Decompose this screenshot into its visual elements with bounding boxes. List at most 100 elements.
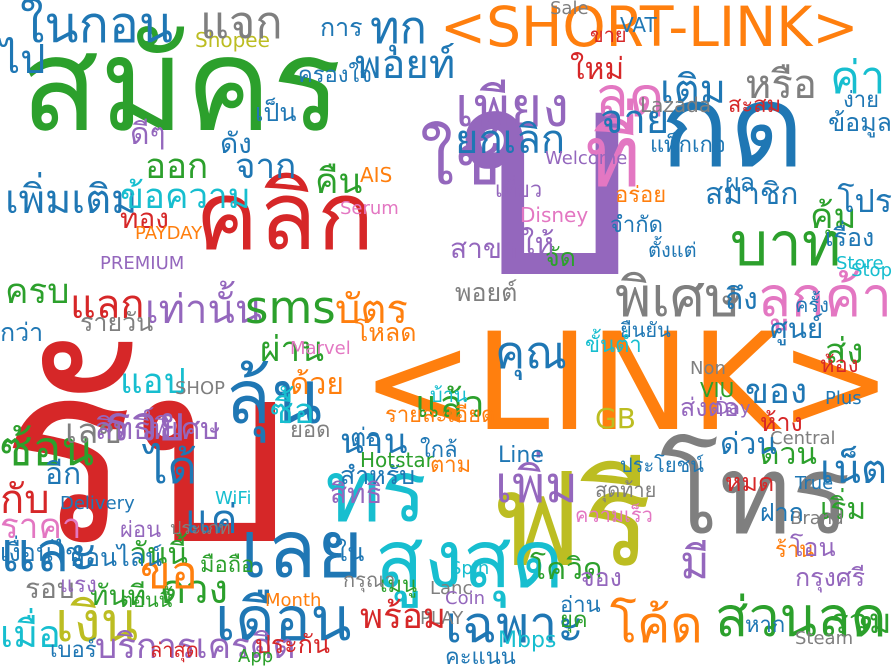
word-87: Line bbox=[498, 443, 544, 468]
word-134: Plus bbox=[825, 388, 862, 409]
word-31: เติม bbox=[660, 67, 727, 113]
word-4: <LINK> bbox=[361, 304, 892, 461]
word-161: เบอร์ bbox=[50, 638, 97, 663]
word-92: Disney bbox=[520, 203, 589, 227]
word-83: พอยต์ bbox=[455, 278, 518, 307]
word-164: แค่ bbox=[185, 497, 238, 543]
word-70: ของ bbox=[745, 372, 808, 412]
word-28: รวม bbox=[830, 602, 892, 642]
word-141: รายละเอียด bbox=[385, 403, 496, 428]
word-131: Delivery bbox=[60, 493, 135, 514]
word-174: ขั้นต่ำ bbox=[585, 333, 642, 358]
word-109: สะสม bbox=[728, 93, 782, 118]
word-20: พิเศษ bbox=[615, 265, 742, 329]
word-1: บ bbox=[455, 6, 640, 343]
word-56: เลข bbox=[65, 412, 123, 452]
word-183: ยุค bbox=[560, 608, 588, 633]
word-102: ใกล้ bbox=[420, 438, 458, 463]
word-123: Coin bbox=[445, 588, 485, 609]
word-171: ประเภท bbox=[170, 518, 231, 539]
word-54: ราคา bbox=[0, 507, 82, 547]
word-118: Brand bbox=[790, 508, 844, 529]
word-15: ลด bbox=[595, 65, 665, 129]
word-168: ตาม bbox=[430, 453, 472, 478]
word-82: สาขา bbox=[450, 232, 518, 265]
word-169: กรุณา bbox=[343, 568, 396, 592]
word-96: เงื่อนไข bbox=[0, 538, 83, 567]
word-12: สูงสุด bbox=[375, 513, 564, 606]
word-145: กรุงศรี bbox=[795, 563, 866, 592]
word-124: Steam bbox=[795, 628, 854, 649]
word-175: ครองใจ bbox=[298, 63, 373, 88]
word-6: คลิก bbox=[195, 162, 375, 272]
word-152: รอบ bbox=[25, 572, 75, 605]
word-95: ไป bbox=[0, 37, 46, 83]
word-150: เมนู bbox=[380, 573, 418, 598]
word-81: ให้ bbox=[520, 227, 555, 262]
word-137: Welcome bbox=[545, 148, 628, 169]
word-63: คะแนน bbox=[445, 645, 516, 669]
word-26: เฉพาะ bbox=[445, 596, 585, 654]
word-167: ใน bbox=[335, 538, 365, 567]
word-121: Month bbox=[265, 590, 322, 611]
word-44: ครบ bbox=[5, 272, 70, 312]
word-128: Marvel bbox=[290, 338, 351, 359]
word-108: ข้อมูล bbox=[828, 108, 892, 137]
word-99: ออนไลน์ bbox=[70, 543, 163, 572]
word-165: แรง bbox=[60, 573, 97, 598]
word-93: ในกอน bbox=[20, 0, 174, 54]
word-172: ยืนยัน bbox=[620, 318, 671, 342]
word-158: ยอด bbox=[290, 418, 331, 443]
word-23: เงิน bbox=[55, 590, 139, 654]
word-85: Shopee bbox=[195, 28, 270, 52]
word-112: VAT bbox=[620, 13, 657, 37]
word-179: ห้าง bbox=[760, 408, 803, 437]
word-151: เรื่อง bbox=[825, 223, 875, 252]
word-77: คุ้ม bbox=[810, 197, 857, 237]
word-170: มือถือ bbox=[200, 553, 255, 578]
word-154: ครั้ง bbox=[795, 293, 829, 317]
word-133: WiFi bbox=[215, 488, 252, 509]
word-148: ฝาก bbox=[760, 498, 804, 527]
word-106: ดัง bbox=[220, 127, 252, 160]
word-48: บัตร bbox=[335, 287, 408, 333]
word-139: สุดท้าย bbox=[595, 478, 657, 502]
word-61: บริการเครดิต bbox=[95, 627, 296, 667]
word-2: สมัคร bbox=[20, 9, 342, 161]
word-89: Mbps bbox=[498, 628, 557, 653]
word-75: ถึง bbox=[725, 282, 758, 317]
word-162: อีก bbox=[45, 457, 82, 492]
word-39: คืน bbox=[315, 162, 363, 202]
word-86: Hotstar bbox=[360, 448, 434, 472]
word-94: แจก bbox=[200, 0, 283, 49]
word-159: รายวัน bbox=[80, 308, 154, 337]
word-62: ประกัน bbox=[255, 630, 330, 659]
word-101: โหลด bbox=[355, 318, 417, 347]
word-147: ห้อง bbox=[820, 353, 859, 378]
word-65: สำหรับ bbox=[340, 461, 416, 490]
word-107: ผล bbox=[725, 168, 755, 197]
word-42: ทอง bbox=[120, 202, 169, 235]
word-143: อ่าน bbox=[560, 593, 601, 618]
word-117: PLAY bbox=[420, 608, 464, 629]
word-114: Sale bbox=[550, 0, 589, 19]
word-47: sms bbox=[245, 281, 336, 334]
word-21: คุณ bbox=[495, 326, 567, 379]
word-7: ฟรี bbox=[490, 444, 652, 596]
word-80: จัด bbox=[545, 243, 576, 272]
word-79: โปร bbox=[837, 182, 892, 220]
word-91: VIU bbox=[700, 378, 735, 402]
word-98: ทันที bbox=[90, 579, 147, 612]
word-14: ใช้ bbox=[420, 119, 502, 201]
word-57: สิทธิ์พิเศษ bbox=[95, 412, 221, 447]
word-146: มี bbox=[680, 536, 710, 589]
word-129: PREMIUM bbox=[100, 253, 185, 274]
word-49: ผ่าน bbox=[260, 330, 325, 370]
word-3: กด bbox=[660, 60, 805, 194]
word-90: AIS bbox=[360, 163, 393, 187]
word-9: ที่ bbox=[585, 108, 642, 207]
word-27: และ bbox=[0, 520, 99, 584]
word-163: ตอนนี้ bbox=[120, 588, 173, 612]
word-8: โทร bbox=[660, 431, 851, 559]
word-127: Non bbox=[690, 358, 726, 379]
